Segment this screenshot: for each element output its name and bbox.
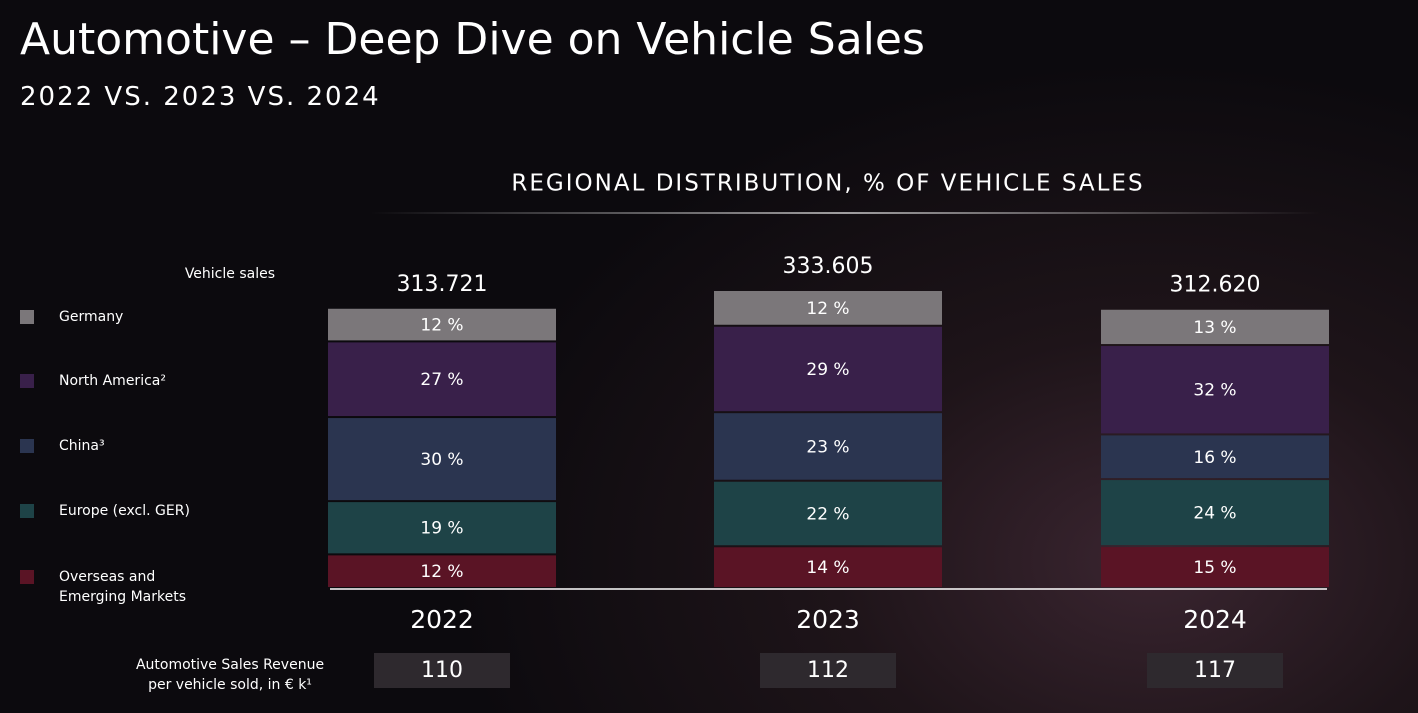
x-tick-label: 2023	[796, 605, 860, 634]
x-tick-label: 2022	[410, 605, 474, 634]
segment-label: 19 %	[420, 519, 463, 539]
segment-label: 32 %	[1193, 381, 1236, 401]
revenue-box	[1147, 653, 1283, 688]
segment-label: 12 %	[420, 316, 463, 336]
legend-swatch	[20, 374, 34, 388]
revenue-value: 110	[421, 658, 463, 683]
segment-label: 14 %	[806, 558, 849, 578]
segment-label: 27 %	[420, 370, 463, 390]
bar-segment	[1101, 309, 1329, 345]
revenue-box	[374, 653, 510, 688]
legend-swatch	[20, 439, 34, 453]
segment-label: 13 %	[1193, 318, 1236, 338]
bar-segment	[1101, 547, 1329, 587]
x-tick-label: 2024	[1183, 605, 1247, 634]
segment-label: 23 %	[806, 437, 849, 457]
subtitle: 2022 VS. 2023 VS. 2024	[20, 82, 381, 112]
bar-segment	[1101, 480, 1329, 546]
sales-value: 333.605	[783, 254, 874, 279]
bar-segment	[1101, 346, 1329, 434]
segment-label: 16 %	[1193, 448, 1236, 468]
segment-label: 12 %	[806, 299, 849, 319]
bar-segment	[714, 481, 942, 546]
segment-label: 15 %	[1193, 558, 1236, 578]
title: Automotive – Deep Dive on Vehicle Sales	[20, 14, 925, 65]
sales-value: 313.721	[397, 272, 488, 297]
bar-segment	[714, 291, 942, 325]
legend-swatch	[20, 504, 34, 518]
segment-label: 24 %	[1193, 504, 1236, 524]
sales-value: 312.620	[1170, 273, 1261, 298]
bar-segment	[714, 413, 942, 480]
legend-swatch	[20, 310, 34, 324]
bar-segment	[714, 547, 942, 587]
legend-swatch	[20, 570, 34, 584]
bar-segment	[328, 555, 556, 587]
sales-label: Vehicle sales	[185, 266, 275, 282]
bar-segment	[714, 326, 942, 412]
legend-label: Germany	[59, 309, 124, 325]
bar-segment	[328, 308, 556, 341]
revenue-value: 112	[807, 658, 849, 683]
legend-label: Overseas and Emerging Markets	[59, 569, 187, 605]
segment-label: 12 %	[420, 562, 463, 582]
segment-label: 29 %	[806, 360, 849, 380]
segment-label: 30 %	[420, 450, 463, 470]
legend-label: China³	[59, 438, 105, 454]
divider	[370, 212, 1320, 214]
bar-segment	[328, 342, 556, 417]
bar-segment	[1101, 435, 1329, 479]
segment-label: 22 %	[806, 505, 849, 525]
revenue-value: 117	[1194, 658, 1236, 683]
chart-title: REGIONAL DISTRIBUTION, % OF VEHICLE SALE…	[511, 171, 1144, 197]
bar-segment	[328, 502, 556, 554]
legend-label: North America²	[59, 373, 166, 389]
bar-segment	[328, 418, 556, 501]
revenue-box	[760, 653, 896, 688]
revenue-label: Automotive Sales Revenue per vehicle sol…	[135, 657, 325, 693]
legend-label: Europe (excl. GER)	[59, 503, 190, 519]
